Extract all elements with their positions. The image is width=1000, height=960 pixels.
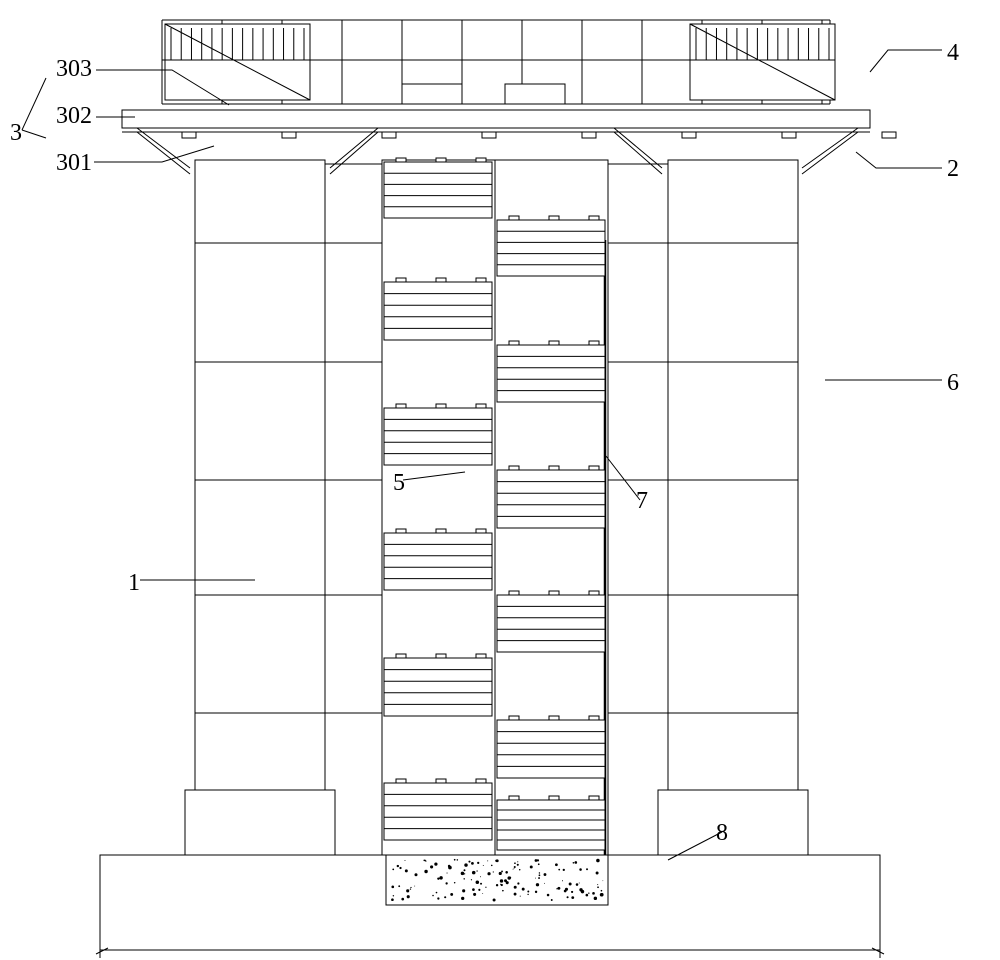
callout-303: 303 [56, 56, 92, 83]
callout-7: 7 [636, 488, 648, 515]
callout-3: 3 [10, 120, 22, 147]
callout-8: 8 [716, 820, 728, 847]
callout-2: 2 [947, 156, 959, 183]
engineering-drawing [0, 0, 1000, 960]
callout-1: 1 [128, 570, 140, 597]
callout-302: 302 [56, 103, 92, 130]
callout-5: 5 [393, 470, 405, 497]
callout-6: 6 [947, 370, 959, 397]
callout-301: 301 [56, 150, 92, 177]
callout-4: 4 [947, 40, 959, 67]
